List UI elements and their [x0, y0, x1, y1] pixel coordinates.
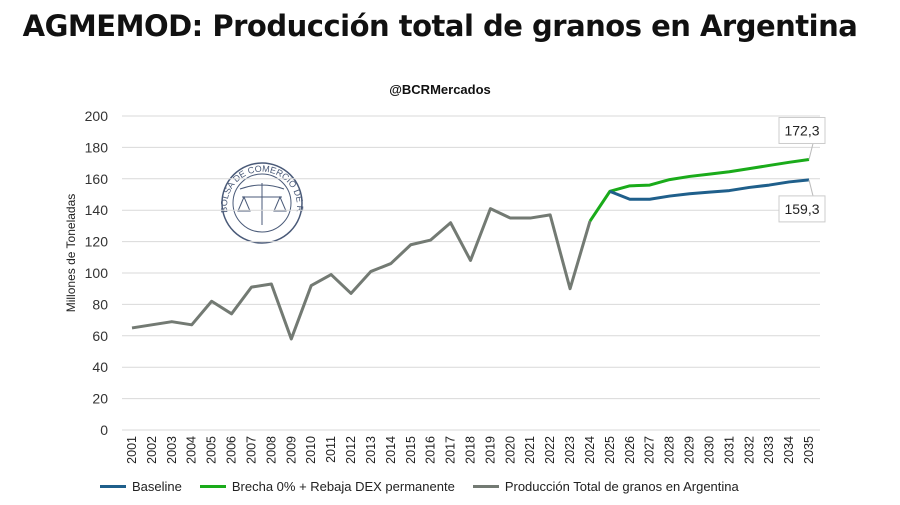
- legend-label: Baseline: [132, 479, 182, 494]
- x-tick-label: 2007: [244, 436, 258, 464]
- y-tick-label: 120: [85, 234, 109, 250]
- x-tick-label: 2012: [344, 436, 358, 464]
- x-tick-label: 2009: [284, 436, 298, 464]
- chart-subtitle: @BCRMercados: [389, 82, 491, 97]
- x-tick-label: 2022: [543, 436, 557, 464]
- x-tick-label: 2003: [165, 436, 179, 464]
- x-tick-label: 2014: [384, 436, 398, 464]
- x-tick-label: 2031: [722, 436, 736, 464]
- legend-swatch: [472, 485, 499, 488]
- y-tick-label: 160: [85, 171, 109, 187]
- data-label-box: [778, 116, 826, 144]
- watermark-logo: BOLSA DE COMERCIO DE ROSARIO: [0, 0, 305, 244]
- x-tick-label: 2016: [424, 436, 438, 464]
- legend-label: Brecha 0% + Rebaja DEX permanente: [231, 479, 455, 494]
- x-tick-label: 2020: [503, 436, 517, 464]
- series-line-2: [131, 207, 592, 341]
- x-tick-label: 2034: [782, 436, 796, 464]
- x-tick-label: 2011: [324, 436, 338, 463]
- x-tick-label: 2005: [205, 436, 219, 464]
- legend-swatch: [199, 485, 226, 488]
- y-tick-label: 200: [85, 108, 109, 124]
- x-tick-label: 2027: [643, 436, 657, 464]
- x-tick-label: 2025: [603, 436, 617, 464]
- x-tick-label: 2026: [623, 436, 637, 464]
- x-tick-label: 2024: [583, 436, 597, 464]
- series-line-1: [588, 158, 810, 223]
- x-tick-label: 2008: [264, 436, 278, 464]
- x-tick-label: 2029: [683, 436, 697, 464]
- data-label: 172,3: [784, 122, 819, 138]
- x-tick-label: 2017: [444, 436, 458, 464]
- y-tick-label: 80: [92, 296, 108, 312]
- legend: Baseline Brecha 0% + Rebaja DEX permanent…: [100, 479, 739, 494]
- legend-item: Brecha 0% + Rebaja DEX permanente: [199, 479, 455, 494]
- svg-text:BOLSA DE COMERCIO DE ROSARIO: BOLSA DE COMERCIO DE ROSARIO: [0, 0, 305, 213]
- x-tick-label: 2006: [225, 436, 239, 464]
- data-label-box: [778, 195, 826, 223]
- y-tick-label: 20: [92, 391, 108, 407]
- x-tick-label: 2035: [802, 436, 816, 464]
- x-tick-label: 2010: [304, 436, 318, 464]
- x-tick-label: 2013: [364, 436, 378, 464]
- x-tick-label: 2023: [563, 436, 577, 464]
- callout-leader: [808, 143, 814, 160]
- y-axis-label: Millones de Toneladas: [64, 194, 78, 313]
- chart-title: AGMEMOD: Producción total de granos en A…: [22, 9, 858, 43]
- y-tick-label: 180: [85, 139, 109, 155]
- x-tick-label: 2002: [145, 436, 159, 464]
- x-tick-label: 2028: [663, 436, 677, 464]
- legend-item: Baseline: [100, 479, 182, 494]
- legend-swatch: [100, 485, 126, 488]
- y-tick-label: 40: [92, 359, 108, 375]
- x-tick-label: 2030: [702, 436, 716, 464]
- x-tick-label: 2021: [523, 436, 537, 464]
- x-tick-label: 2019: [483, 436, 497, 464]
- x-tick-label: 2033: [762, 436, 776, 464]
- x-tick-label: 2004: [185, 436, 199, 464]
- legend-item: Producción Total de granos en Argentina: [472, 479, 739, 494]
- x-tick-label: 2001: [125, 436, 139, 464]
- y-tick-label: 140: [85, 202, 109, 218]
- y-tick-label: 60: [92, 328, 108, 344]
- y-tick-label: 0: [100, 422, 108, 438]
- x-tick-label: 2015: [404, 436, 418, 464]
- y-tick-label: 100: [85, 265, 109, 281]
- callout-leader: [808, 179, 814, 197]
- series-line-0: [609, 178, 810, 201]
- data-label: 159,3: [784, 201, 819, 217]
- x-tick-label: 2018: [464, 436, 478, 464]
- x-tick-label: 2032: [742, 436, 756, 464]
- legend-label: Producción Total de granos en Argentina: [504, 479, 739, 494]
